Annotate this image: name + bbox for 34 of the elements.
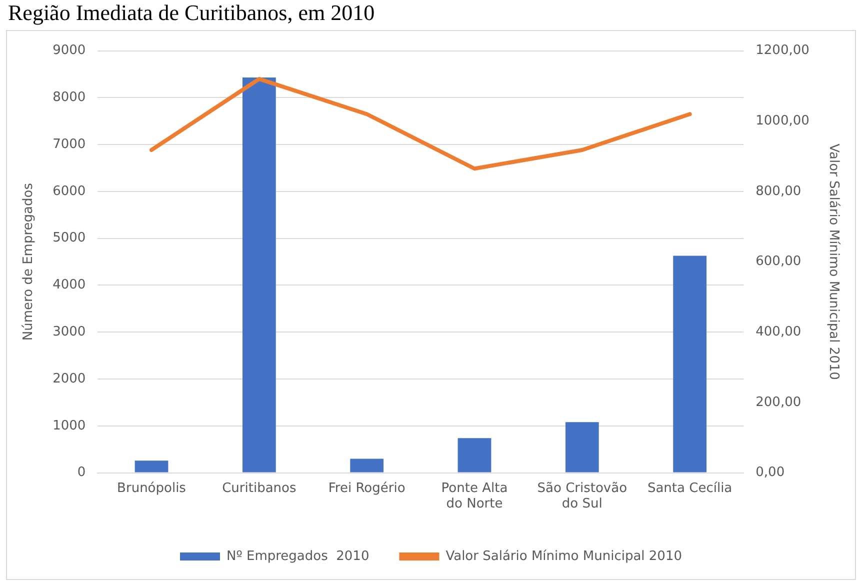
y2-tick-label: 0,00 [756, 465, 785, 480]
legend-label: Valor Salário Mínimo Municipal 2010 [446, 548, 682, 564]
y-tick-label: 6000 [52, 184, 86, 199]
y2-tick-label: 600,00 [756, 254, 802, 270]
y2-tick-label: 1000,00 [756, 114, 810, 129]
y2-tick-label: 1200,00 [756, 43, 810, 58]
y-tick-label: 4000 [52, 278, 86, 293]
y-tick-label: 3000 [52, 324, 86, 340]
bar [350, 458, 384, 472]
y-tick-label: 2000 [52, 371, 86, 386]
x-tick-label: São Cristovão do Sul [537, 480, 628, 512]
bar [134, 460, 168, 472]
y2-tick-label: 400,00 [756, 324, 802, 340]
bar [673, 256, 706, 472]
y-tick-label: 5000 [52, 230, 86, 246]
y2-tick-label: 800,00 [756, 184, 802, 199]
y-tick-label: 1000 [52, 418, 86, 434]
bar [565, 422, 599, 472]
bar [458, 438, 492, 472]
y2-axis-title: Valor Salário Mínimo Municipal 2010 [826, 144, 841, 380]
y-axis-title: Número de Empregados [21, 182, 36, 341]
y-tick-label: 0 [77, 465, 86, 480]
bar [242, 78, 276, 472]
y-tick-label: 9000 [52, 43, 86, 58]
x-tick-label: Frei Rogério [328, 480, 406, 496]
x-tick-label: Curitibanos [222, 480, 296, 496]
legend-label: Nº Empregados 2010 [226, 548, 370, 564]
x-tick-label: Ponte Alta do Norte [441, 480, 508, 512]
y-tick-label: 7000 [52, 136, 86, 152]
chart-title: Região Imediata de Curitibanos, em 2010 [8, 0, 375, 26]
x-tick-label: Santa Cecília [647, 480, 732, 496]
x-tick-label: Brunópolis [117, 480, 186, 496]
y2-tick-label: 200,00 [756, 394, 802, 410]
y-tick-label: 8000 [52, 90, 86, 106]
